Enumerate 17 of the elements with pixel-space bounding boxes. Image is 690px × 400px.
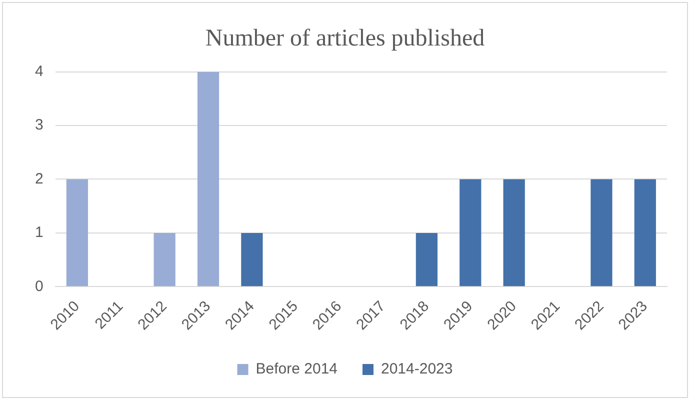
- bar: [241, 232, 263, 286]
- y-tick-label: 4: [35, 62, 44, 80]
- bar: [154, 232, 176, 286]
- chart-title: Number of articles published: [205, 26, 485, 52]
- bar: [590, 179, 612, 286]
- bar: [503, 179, 525, 286]
- legend-label: 2014-2023: [381, 360, 453, 378]
- y-tick-label: 3: [35, 116, 44, 134]
- y-tick-label: 0: [35, 278, 44, 295]
- y-tick-label: 1: [35, 224, 44, 242]
- legend-label: Before 2014: [256, 360, 338, 378]
- bar: [66, 179, 88, 286]
- bar: [634, 179, 656, 286]
- bar: [460, 179, 482, 286]
- y-tick-label: 2: [35, 170, 44, 188]
- bar: [416, 232, 438, 286]
- bar: [197, 72, 220, 286]
